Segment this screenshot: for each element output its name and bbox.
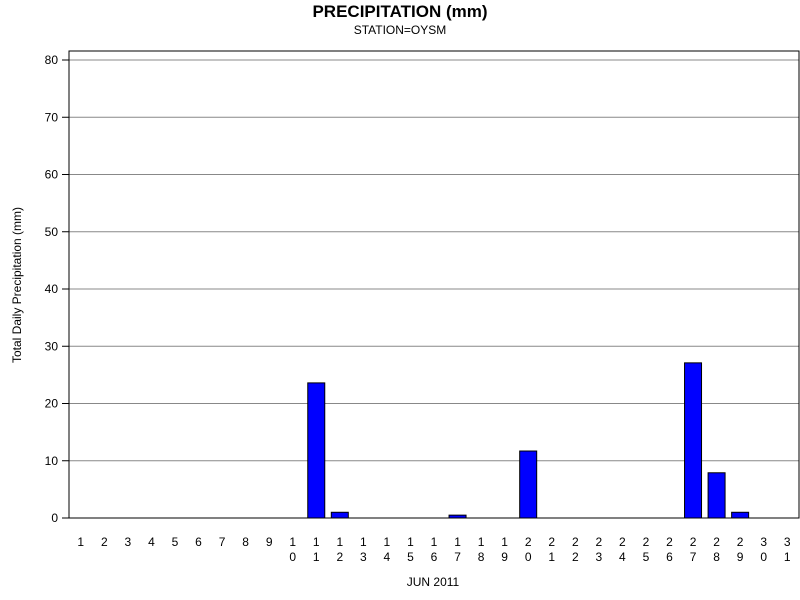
x-tick-label: 2 — [101, 535, 108, 549]
x-tick-label: 7 — [219, 535, 226, 549]
y-tick-label: 60 — [45, 168, 59, 182]
x-tick-label: 8 — [242, 535, 249, 549]
plot-frame — [68, 50, 800, 519]
bar — [448, 514, 467, 519]
y-tick-label: 10 — [45, 454, 59, 468]
x-tick-label: 4 — [148, 535, 155, 549]
y-tick-label: 20 — [45, 397, 59, 411]
y-axis-label: Total Daily Precipitation (mm) — [10, 207, 24, 363]
x-tick-label: 1 — [77, 535, 84, 549]
y-tick-label: 40 — [45, 282, 59, 296]
bar — [707, 472, 726, 519]
y-tick-label: 0 — [51, 511, 58, 525]
x-tick-label: 9 — [266, 535, 273, 549]
bar — [684, 362, 703, 519]
y-tick-label: 70 — [45, 110, 59, 124]
bar — [307, 382, 326, 519]
chart-title: PRECIPITATION (mm) — [312, 2, 487, 21]
x-axis-label: JUN 2011 — [407, 575, 460, 589]
bar — [731, 511, 750, 519]
y-tick-label: 50 — [45, 225, 59, 239]
x-tick-label: 5 — [172, 535, 179, 549]
bar — [330, 511, 349, 519]
y-tick-label: 80 — [45, 53, 59, 67]
x-tick-label: 3 — [125, 535, 132, 549]
bar — [519, 450, 538, 519]
chart-subtitle: STATION=OYSM — [354, 23, 447, 37]
x-tick-label: 6 — [195, 535, 202, 549]
y-tick-label: 30 — [45, 339, 59, 353]
